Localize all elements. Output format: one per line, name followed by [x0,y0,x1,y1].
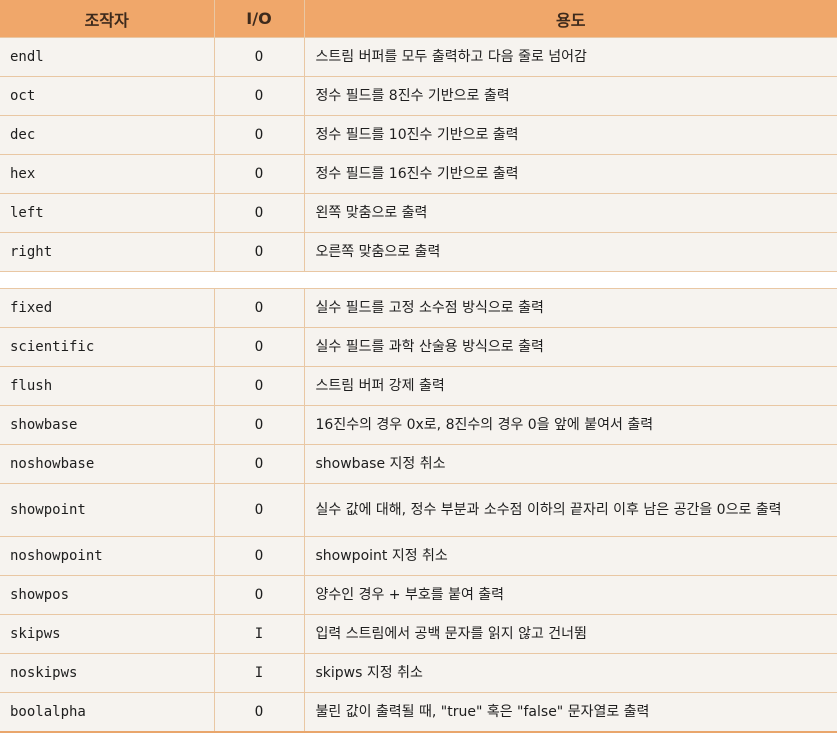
usage-cell: 스트림 버퍼 강제 출력 [304,366,837,406]
table-row: noshowpoint O showpoint 지정 취소 [0,536,837,576]
operator-cell: boolalpha [0,692,215,733]
usage-cell: showpoint 지정 취소 [304,536,837,576]
operator-cell: noshowpoint [0,536,215,576]
usage-cell: 정수 필드를 16진수 기반으로 출력 [304,154,837,194]
table-row: left O 왼쪽 맞춤으로 출력 [0,193,837,233]
usage-cell: 왼쪽 맞춤으로 출력 [304,193,837,233]
header-operator: 조작자 [0,0,215,38]
usage-cell: 정수 필드를 10진수 기반으로 출력 [304,115,837,155]
usage-cell: 16진수의 경우 0x로, 8진수의 경우 0을 앞에 붙여서 출력 [304,405,837,445]
operator-cell: showpos [0,575,215,615]
header-row: 조작자 I/O 용도 [0,0,837,38]
usage-cell: showbase 지정 취소 [304,444,837,484]
operator-cell: hex [0,154,215,194]
io-cell: O [214,232,305,272]
operator-cell: noskipws [0,653,215,693]
io-cell: O [214,115,305,155]
operator-cell: fixed [0,288,215,328]
operator-cell: flush [0,366,215,406]
operator-cell: right [0,232,215,272]
table-row: showbase O 16진수의 경우 0x로, 8진수의 경우 0을 앞에 붙… [0,405,837,445]
group-separator [0,271,837,289]
io-cell: O [214,405,305,445]
table-row: scientific O 실수 필드를 과학 산술용 방식으로 출력 [0,327,837,367]
usage-cell: 스트림 버퍼를 모두 출력하고 다음 줄로 넘어감 [304,37,837,77]
io-cell: I [214,614,305,654]
operator-cell: endl [0,37,215,77]
io-cell: O [214,193,305,233]
operator-cell: oct [0,76,215,116]
io-cell: O [214,76,305,116]
table-row: flush O 스트림 버퍼 강제 출력 [0,366,837,406]
table-row: noshowbase O showbase 지정 취소 [0,444,837,484]
io-cell: I [214,653,305,693]
io-cell: O [214,692,305,733]
usage-cell: 정수 필드를 8진수 기반으로 출력 [304,76,837,116]
io-cell: O [214,37,305,77]
operator-cell: noshowbase [0,444,215,484]
usage-cell: skipws 지정 취소 [304,653,837,693]
table-row: right O 오른쪽 맞춤으로 출력 [0,232,837,272]
table-row: fixed O 실수 필드를 고정 소수점 방식으로 출력 [0,288,837,328]
table-header: 조작자 I/O 용도 [0,0,837,38]
io-cell: O [214,327,305,367]
usage-cell: 불린 값이 출력될 때, "true" 혹은 "false" 문자열로 출력 [304,692,837,733]
table-row: noskipws I skipws 지정 취소 [0,653,837,693]
operator-cell: skipws [0,614,215,654]
io-cell: O [214,154,305,194]
usage-cell: 오른쪽 맞춤으로 출력 [304,232,837,272]
usage-cell: 양수인 경우 + 부호를 붙여 출력 [304,575,837,615]
io-cell: O [214,288,305,328]
operator-cell: scientific [0,327,215,367]
header-io: I/O [214,0,305,38]
usage-cell: 실수 값에 대해, 정수 부분과 소수점 이하의 끝자리 이후 남은 공간을 0… [304,483,837,537]
io-cell: O [214,575,305,615]
table-row: dec O 정수 필드를 10진수 기반으로 출력 [0,115,837,155]
manipulator-table: 조작자 I/O 용도 endl O 스트림 버퍼를 모두 출력하고 다음 줄로 … [0,0,837,733]
header-usage: 용도 [304,0,837,38]
table-row: endl O 스트림 버퍼를 모두 출력하고 다음 줄로 넘어감 [0,37,837,77]
operator-cell: showbase [0,405,215,445]
operator-cell: dec [0,115,215,155]
io-cell: O [214,444,305,484]
operator-cell: left [0,193,215,233]
usage-cell: 실수 필드를 고정 소수점 방식으로 출력 [304,288,837,328]
usage-cell: 입력 스트림에서 공백 문자를 읽지 않고 건너뜀 [304,614,837,654]
table-row: boolalpha O 불린 값이 출력될 때, "true" 혹은 "fals… [0,692,837,733]
table-row: showpos O 양수인 경우 + 부호를 붙여 출력 [0,575,837,615]
usage-cell: 실수 필드를 과학 산술용 방식으로 출력 [304,327,837,367]
operator-cell: showpoint [0,483,215,537]
table-row: skipws I 입력 스트림에서 공백 문자를 읽지 않고 건너뜀 [0,614,837,654]
io-cell: O [214,483,305,537]
io-cell: O [214,536,305,576]
table-row: oct O 정수 필드를 8진수 기반으로 출력 [0,76,837,116]
separator-cell [0,271,837,289]
table-body: endl O 스트림 버퍼를 모두 출력하고 다음 줄로 넘어감 oct O 정… [0,37,837,733]
io-cell: O [214,366,305,406]
table-row: hex O 정수 필드를 16진수 기반으로 출력 [0,154,837,194]
table-row: showpoint O 실수 값에 대해, 정수 부분과 소수점 이하의 끝자리… [0,483,837,537]
